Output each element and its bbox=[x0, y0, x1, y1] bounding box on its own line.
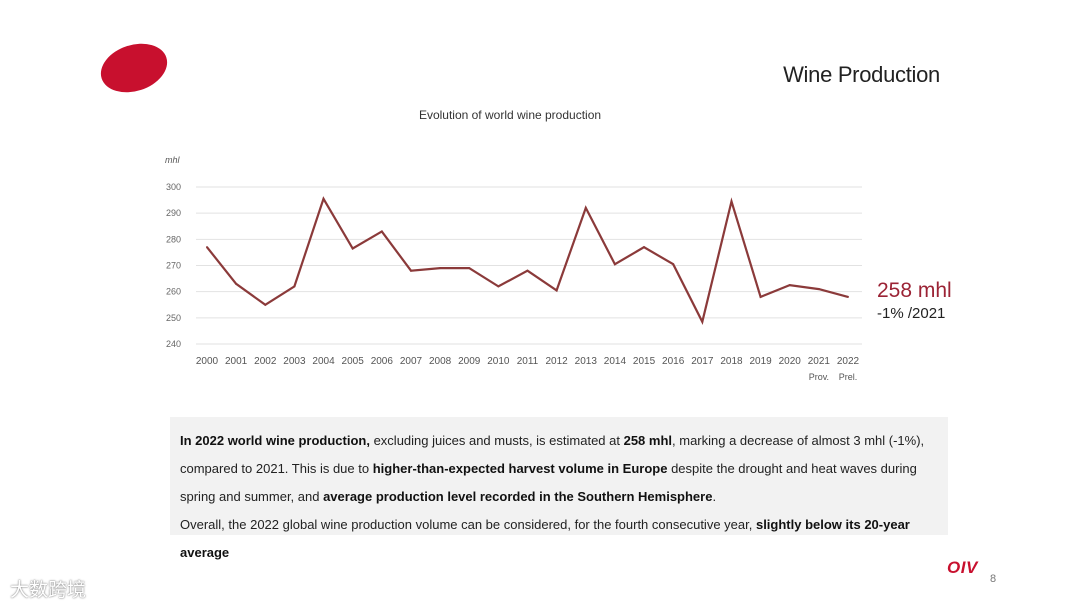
watermark: 大数跨境 bbox=[10, 580, 87, 601]
data-point bbox=[351, 247, 354, 250]
x-tick-label: 2017 bbox=[691, 356, 714, 367]
data-point bbox=[409, 269, 412, 272]
page-number: 8 bbox=[990, 573, 997, 585]
x-tick-label: 2004 bbox=[312, 356, 335, 367]
summary-2-run: slightly below its 20-year average bbox=[180, 517, 910, 560]
data-point bbox=[613, 263, 616, 266]
y-axis-label: mhl bbox=[165, 155, 181, 165]
y-tick-label: 290 bbox=[166, 208, 181, 218]
x-tick-label: 2021 bbox=[808, 356, 831, 367]
y-tick-label: 300 bbox=[166, 182, 181, 192]
summary-paragraph-1: In 2022 world wine production, excluding… bbox=[180, 427, 938, 511]
x-tick-label: 2012 bbox=[546, 356, 569, 367]
summary-1-run: In 2022 world wine production, bbox=[180, 433, 370, 448]
oiv-logo: OIV bbox=[947, 558, 978, 577]
data-point bbox=[439, 267, 442, 270]
data-point bbox=[672, 263, 675, 266]
data-point bbox=[730, 200, 733, 203]
data-point bbox=[497, 285, 500, 288]
summary-1-run: average production level recorded in the… bbox=[323, 489, 713, 504]
x-tick-label: 2009 bbox=[458, 356, 481, 367]
data-point bbox=[847, 295, 849, 298]
x-tick-label: 2016 bbox=[662, 356, 685, 367]
x-tick-label: 2010 bbox=[487, 356, 510, 367]
x-tick-label: 2020 bbox=[779, 356, 802, 367]
y-tick-label: 240 bbox=[166, 339, 181, 349]
data-point bbox=[293, 285, 296, 288]
x-tick-label: 2001 bbox=[225, 356, 248, 367]
line-chart: mhl 240 250 260 270 280 290 300 2000 2001 2002 2003… bbox=[165, 155, 862, 382]
y-tick-label: 280 bbox=[166, 234, 181, 244]
x-tick-sublabel: Prel. bbox=[839, 372, 858, 382]
y-tick-label: 250 bbox=[166, 313, 181, 323]
summary-1-run: excluding juices and musts, is estimated… bbox=[369, 433, 624, 448]
data-point bbox=[526, 269, 529, 272]
x-tick-label: 2000 bbox=[196, 356, 219, 367]
series-line bbox=[206, 196, 849, 325]
data-point bbox=[643, 246, 646, 249]
summary-1-run: , marking a decrease of almost 3 mhl (-1… bbox=[180, 433, 925, 476]
summary-1-run: . bbox=[712, 489, 717, 504]
data-point bbox=[817, 288, 820, 291]
x-tick-label: 2011 bbox=[517, 356, 539, 367]
data-point bbox=[788, 284, 791, 287]
x-tick-label: 2014 bbox=[604, 356, 627, 367]
y-tick-label: 270 bbox=[166, 261, 181, 271]
x-tick-label: 2007 bbox=[400, 356, 423, 367]
data-point bbox=[584, 206, 587, 209]
y-tick-label: 260 bbox=[166, 287, 181, 297]
x-tick-label: 2018 bbox=[720, 356, 743, 367]
summary-textbox: In 2022 world wine production, excluding… bbox=[170, 417, 948, 560]
x-tick-sublabel: Prov. bbox=[809, 372, 829, 382]
x-tick-label: 2003 bbox=[283, 356, 306, 367]
chart-title: Evolution of world wine production bbox=[418, 108, 602, 122]
x-tick-label: 2015 bbox=[633, 356, 656, 367]
data-point bbox=[380, 230, 383, 233]
data-point bbox=[206, 246, 208, 249]
x-tick-label: 2006 bbox=[371, 356, 394, 367]
x-tick-label: 2013 bbox=[575, 356, 598, 367]
x-tick-label: 2022 bbox=[837, 356, 860, 367]
slide-title: Wine Production bbox=[783, 62, 940, 87]
summary-1-run: despite the drought and heat waves durin… bbox=[180, 461, 917, 504]
summary-1-run: 258 mhl bbox=[623, 433, 673, 448]
x-tick-label: 2008 bbox=[429, 356, 452, 367]
data-point bbox=[322, 197, 325, 200]
data-point bbox=[468, 267, 471, 270]
summary-1-run: higher-than-expected harvest volume in E… bbox=[372, 461, 668, 476]
summary-2-run: Overall, the 2022 global wine production… bbox=[180, 517, 756, 532]
x-tick-label: 2005 bbox=[342, 356, 365, 367]
data-point bbox=[701, 320, 704, 323]
data-point bbox=[264, 303, 267, 306]
x-tick-label: 2019 bbox=[749, 356, 772, 367]
summary-paragraph-2: Overall, the 2022 global wine production… bbox=[180, 511, 938, 567]
data-point bbox=[555, 289, 558, 292]
x-tick-label: 2002 bbox=[254, 356, 277, 367]
callout-change: -1% /2021 bbox=[877, 305, 946, 322]
data-point bbox=[235, 282, 238, 285]
data-point bbox=[759, 295, 762, 298]
callout-value: 258 mhl bbox=[877, 279, 952, 302]
